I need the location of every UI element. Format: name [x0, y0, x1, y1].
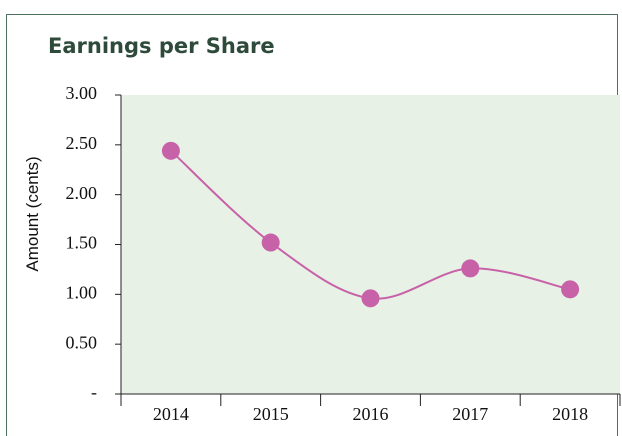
- y-tick-label: -: [91, 382, 97, 402]
- marker: [561, 280, 580, 299]
- marker: [461, 259, 480, 278]
- x-tick-label: 2014: [153, 404, 189, 424]
- x-tick-label: 2016: [353, 404, 389, 424]
- y-tick-label: 3.00: [66, 83, 98, 103]
- x-tick-label: 2015: [253, 404, 289, 424]
- marker: [161, 141, 180, 160]
- x-tick-label: 2018: [552, 404, 588, 424]
- y-axis-label: Amount (cents): [23, 156, 42, 271]
- y-tick-label: 0.50: [66, 332, 98, 352]
- y-tick-label: 1.50: [66, 233, 98, 253]
- marker: [361, 289, 380, 308]
- chart-title: Earnings per Share: [48, 34, 275, 58]
- plot-area: [121, 95, 620, 394]
- y-tick-label: 1.00: [66, 282, 98, 302]
- y-tick-label: 2.00: [66, 183, 98, 203]
- x-tick-label: 2017: [452, 404, 488, 424]
- marker: [261, 233, 280, 252]
- y-tick-label: 2.50: [66, 133, 98, 153]
